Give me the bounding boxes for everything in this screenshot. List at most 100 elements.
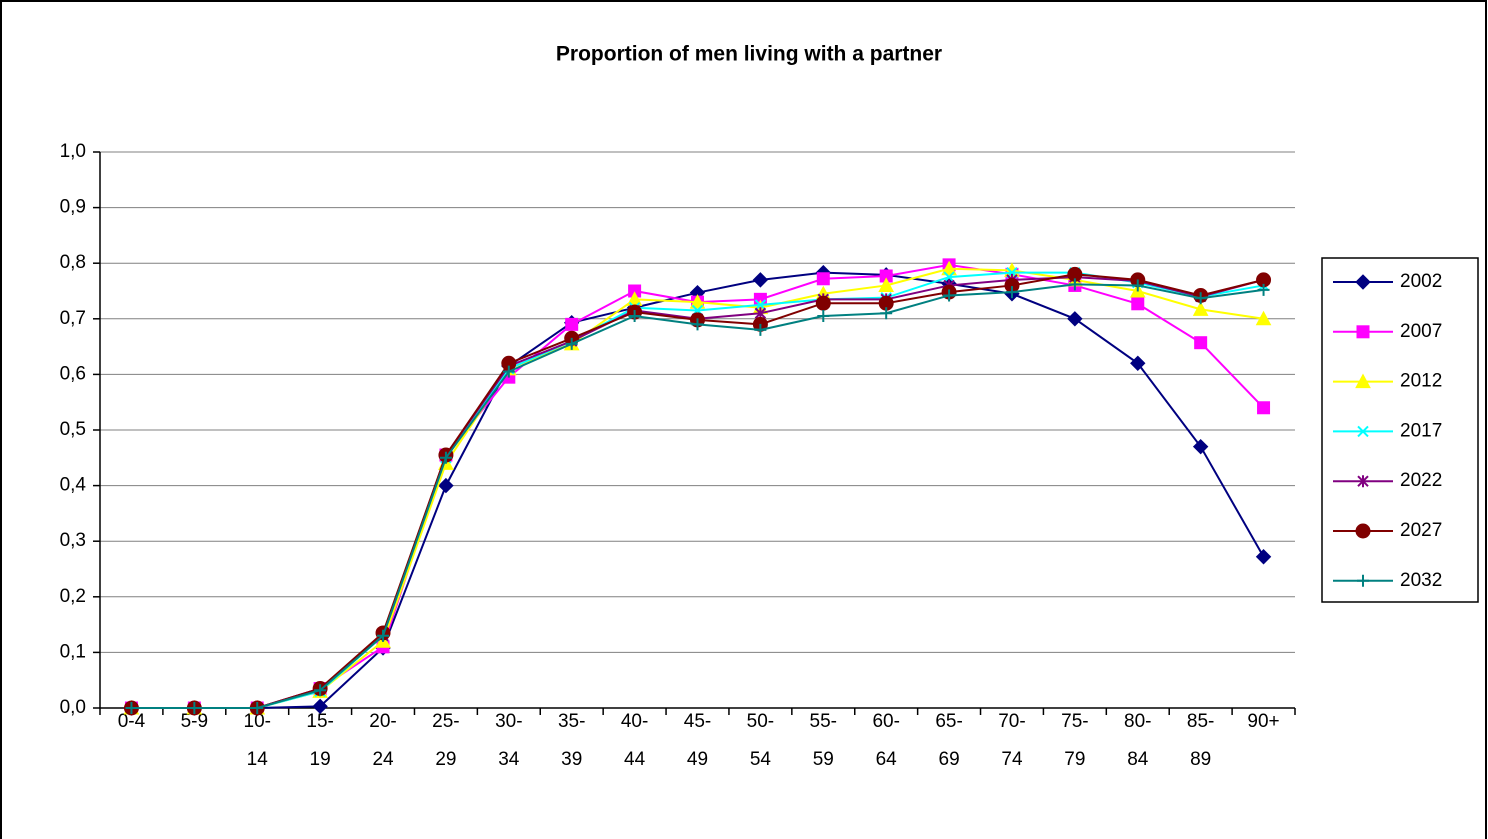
x-tick-label: 40- 44: [621, 711, 648, 770]
x-tick-label-line: 80-: [1124, 711, 1151, 732]
marker: [439, 451, 452, 464]
x-tick-label-line: 84: [1127, 749, 1149, 770]
x-tick-label-line: 60-: [872, 711, 899, 732]
y-tick-label: 0,2: [60, 586, 86, 607]
marker: [880, 307, 893, 320]
marker: [1068, 278, 1081, 291]
x-tick-label: 55- 59: [810, 711, 837, 770]
marker: [689, 294, 706, 309]
chart-title: Proportion of men living with a partner: [556, 43, 942, 66]
x-tick-label-line: 39: [561, 749, 582, 770]
marker: [1130, 355, 1146, 371]
x-tick-label-line: 35-: [558, 711, 585, 732]
legend-label: 2017: [1400, 420, 1442, 441]
marker: [941, 260, 957, 276]
marker: [1357, 425, 1369, 438]
x-tick-label-line: 24: [372, 749, 394, 770]
marker: [1355, 373, 1371, 389]
x-tick-label-line: 15-: [306, 711, 333, 732]
x-tick-label: 85- 89: [1187, 711, 1214, 770]
y-tick-label: 0,7: [60, 308, 86, 329]
marker: [1355, 274, 1371, 290]
x-tick-label: 15- 19: [306, 711, 333, 770]
x-tick-label: 75- 79: [1061, 711, 1088, 770]
marker: [815, 295, 831, 311]
x-tick-label-line: 69: [939, 749, 960, 770]
y-tick-label: 0,8: [60, 252, 86, 273]
y-tick-label: 0,9: [60, 197, 86, 218]
y-tick-label: 0,5: [60, 419, 86, 440]
y-tick-label: 0,6: [60, 363, 86, 384]
marker: [314, 684, 327, 697]
x-tick-label: 90+: [1247, 711, 1279, 732]
x-tick-label-line: 20-: [369, 711, 396, 732]
legend-label: 2027: [1400, 520, 1442, 541]
x-tick-label: 80- 84: [1124, 711, 1151, 770]
y-tick-label: 0,0: [60, 697, 86, 718]
x-tick-label-line: 65-: [935, 711, 962, 732]
marker: [312, 698, 328, 715]
marker: [251, 702, 264, 714]
marker: [1005, 286, 1018, 299]
x-tick-label-line: 49: [687, 749, 708, 770]
legend-label: 2022: [1400, 470, 1442, 491]
x-tick-label-line: 54: [750, 749, 772, 770]
x-tick-label: 20- 24: [369, 711, 396, 770]
x-tick-label-line: 19: [310, 749, 331, 770]
y-tick-label: 1,0: [60, 141, 86, 162]
x-tick-label-line: 64: [876, 749, 898, 770]
marker: [1255, 310, 1272, 326]
marker: [817, 310, 830, 323]
legend-label: 2032: [1400, 570, 1442, 591]
marker: [1131, 297, 1145, 311]
x-tick-label-line: 40-: [621, 711, 648, 732]
marker: [1192, 301, 1209, 316]
x-tick-label-line: 55-: [810, 711, 837, 732]
marker: [754, 299, 767, 311]
x-tick-label-line: 34: [498, 749, 520, 770]
x-tick-label: 65- 69: [935, 711, 962, 770]
x-tick-label-line: 74: [1001, 749, 1023, 770]
marker: [188, 702, 201, 714]
x-tick-label: 10- 14: [244, 711, 271, 770]
marker: [1067, 311, 1083, 327]
marker: [943, 271, 955, 283]
marker: [1356, 325, 1370, 339]
marker: [816, 272, 830, 286]
marker: [1257, 283, 1270, 296]
marker: [754, 323, 767, 336]
x-tick-label: 25- 29: [432, 711, 459, 770]
x-tick-label-line: 25-: [432, 711, 459, 732]
marker: [1255, 549, 1272, 565]
x-tick-label-line: 14: [247, 749, 269, 770]
x-tick-label-line: 85-: [1187, 711, 1214, 732]
marker: [1357, 475, 1369, 488]
marker: [1257, 401, 1271, 415]
marker: [1194, 292, 1207, 305]
marker: [1194, 336, 1208, 350]
legend-box: [1321, 257, 1479, 603]
marker: [1355, 523, 1371, 539]
x-tick-label-line: 30-: [495, 711, 522, 732]
marker: [752, 272, 769, 288]
x-tick-label: 60- 64: [872, 711, 899, 770]
marker: [628, 310, 641, 323]
x-tick-label-line: 89: [1190, 749, 1211, 770]
marker: [878, 277, 895, 292]
marker: [502, 365, 515, 378]
x-tick-label: 5-9: [181, 711, 208, 732]
marker: [1192, 438, 1209, 455]
marker: [438, 477, 454, 494]
x-tick-label-line: 70-: [998, 711, 1025, 732]
legend-label: 2007: [1400, 321, 1442, 342]
y-tick-label: 0,4: [60, 475, 87, 496]
marker: [565, 337, 578, 350]
legend-label: 2002: [1400, 271, 1442, 292]
marker: [1357, 574, 1369, 587]
marker: [943, 289, 956, 302]
x-tick-label: 35- 39: [558, 711, 585, 770]
x-tick-label-line: 75-: [1061, 711, 1088, 732]
x-tick-label-line: 59: [813, 749, 834, 770]
